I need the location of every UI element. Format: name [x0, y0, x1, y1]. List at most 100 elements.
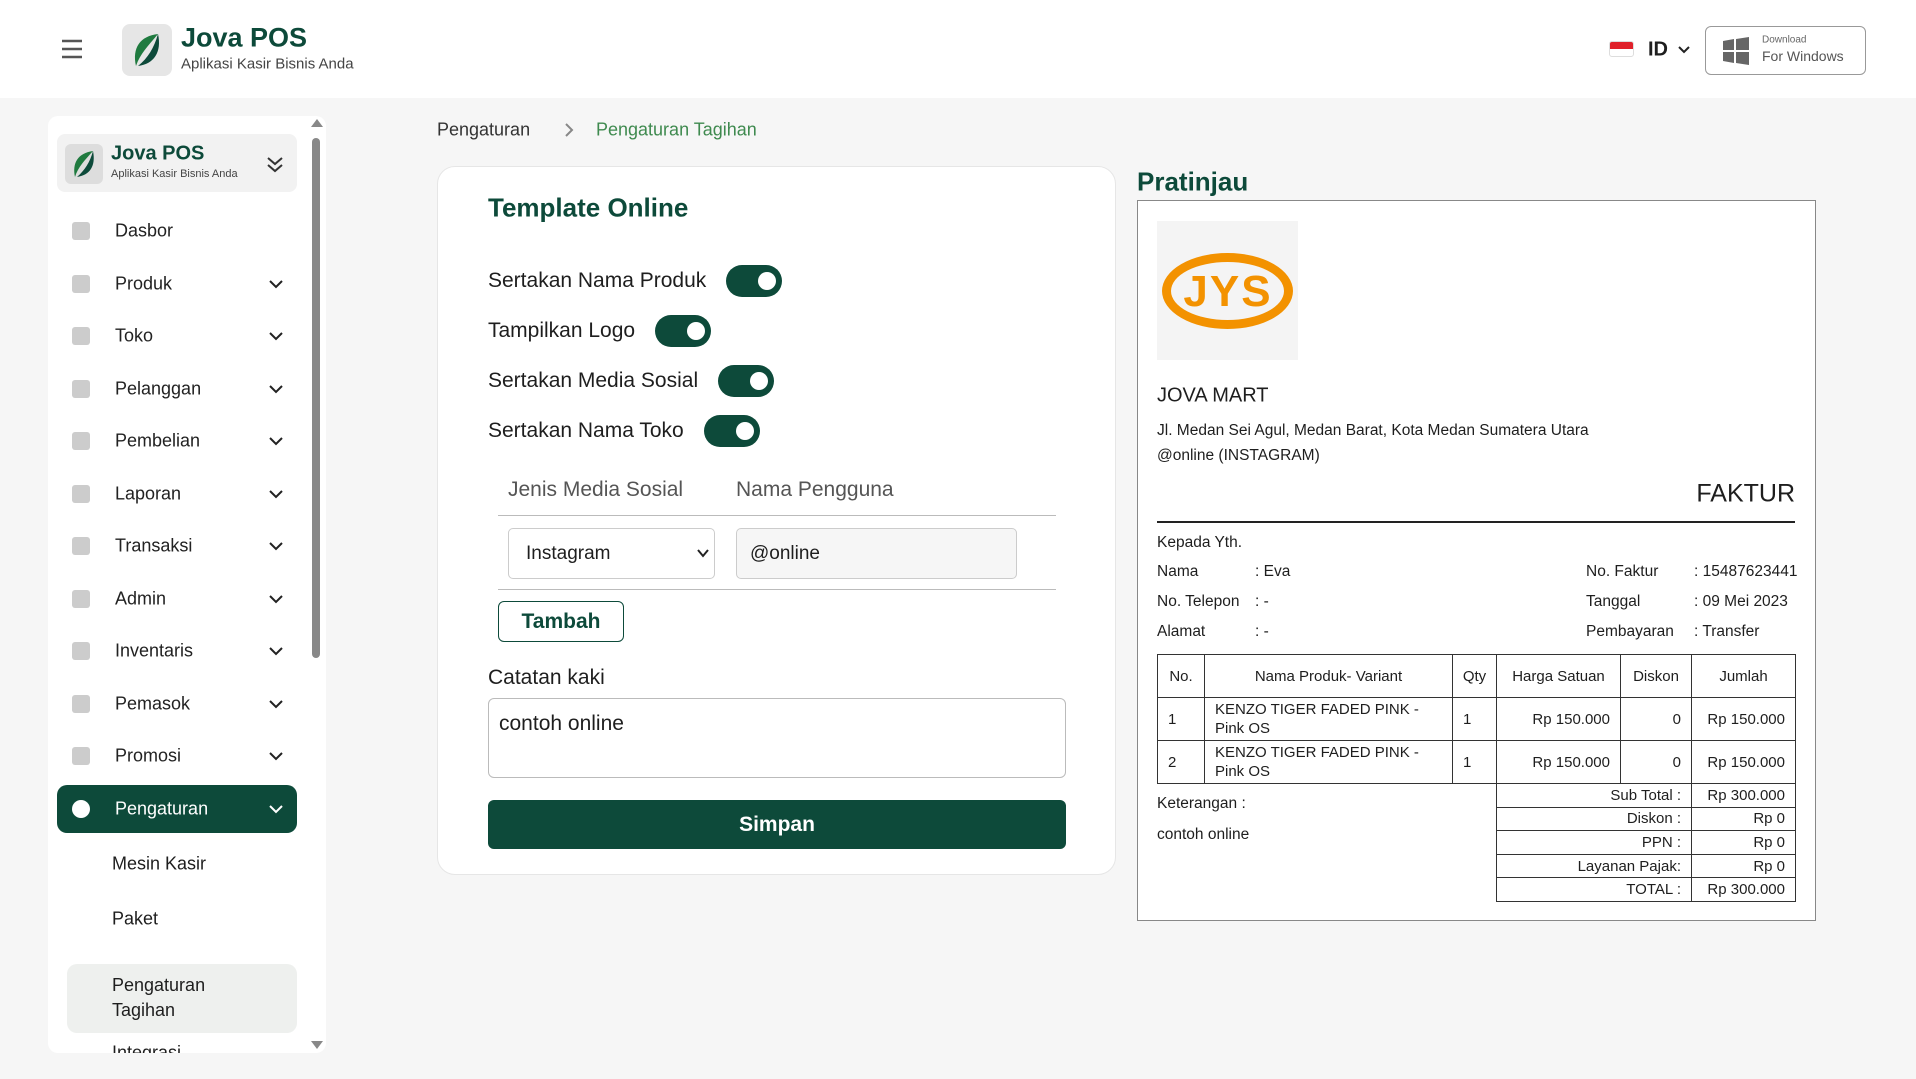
submenu-item[interactable]: Mesin Kasir — [112, 853, 207, 874]
menu-item[interactable]: Produk — [115, 273, 173, 293]
language[interactable]: ID — [1648, 38, 1668, 61]
menu-item[interactable]: Laporan — [115, 483, 182, 503]
table-header: Nama Produk- Variant — [1204, 654, 1453, 698]
sidebar-tagline: Aplikasi Kasir Bisnis Anda — [111, 168, 238, 180]
select[interactable] — [508, 528, 715, 579]
menu-item[interactable]: Pemasok — [115, 693, 191, 713]
textarea-label: Catatan kaki — [488, 666, 605, 689]
select-arrow — [697, 549, 709, 558]
menu-icon — [72, 432, 90, 450]
table-cell: KENZO TIGER FADED PINK - Pink OS — [1204, 697, 1453, 741]
menu-chevron — [269, 384, 283, 393]
textarea-value: contoh online — [499, 712, 624, 735]
menu-chevron — [269, 279, 283, 288]
menu-chevron — [269, 594, 283, 603]
table-cell: 1 — [1452, 740, 1497, 784]
menu-chevron — [269, 542, 283, 551]
logo-ring — [1162, 253, 1293, 329]
menu-icon — [72, 589, 90, 608]
sidebar: Jova POS Aplikasi Kasir Bisnis Anda Dasbor… — [48, 116, 326, 1053]
menu-item[interactable]: Promosi — [115, 745, 182, 766]
sidebar-logo — [65, 144, 103, 184]
menu-chevron — [269, 489, 283, 498]
table-cell: KENZO TIGER FADED PINK - Pink OS — [1204, 740, 1453, 784]
menu-icon — [72, 747, 90, 765]
field-label: No. Faktur — [1586, 563, 1659, 580]
field-value: : 09 Mei 2023 — [1694, 593, 1788, 610]
total-label: Diskon : — [1496, 806, 1692, 832]
menu-active — [57, 784, 297, 833]
input-value: @online — [750, 543, 820, 564]
table-cell: Rp 150.000 — [1496, 697, 1621, 741]
add-button-label: Tambah — [521, 610, 601, 633]
download-button[interactable] — [1705, 26, 1866, 75]
submenu-active — [67, 964, 297, 1033]
menu-item[interactable]: Inventaris — [115, 640, 194, 661]
table-header: Harga Satuan — [1496, 654, 1621, 698]
table-cell: Rp 150.000 — [1691, 697, 1796, 741]
download-small: Download — [1762, 34, 1807, 46]
table-header: No. — [1157, 654, 1205, 698]
logo-text: JYS — [1183, 267, 1273, 316]
total-value: Rp 0 — [1691, 830, 1796, 855]
table-cell: Rp 150.000 — [1691, 740, 1796, 784]
rule — [1157, 521, 1795, 523]
toggle-label: Sertakan Nama Toko — [488, 419, 684, 442]
divider — [498, 515, 1056, 516]
table-header: Jumlah — [1691, 654, 1796, 698]
field-label: Nama — [1157, 563, 1199, 580]
menu-item[interactable]: Pembelian — [115, 430, 201, 451]
textarea[interactable] — [488, 698, 1066, 778]
submenu-item[interactable]: Integrasi — [112, 1042, 182, 1054]
menu-item[interactable]: Pengaturan — [115, 798, 209, 818]
input[interactable] — [736, 528, 1017, 579]
divider — [498, 589, 1056, 590]
menu-icon — [72, 222, 90, 240]
toggle-knob — [750, 372, 769, 390]
menu-icon — [72, 274, 90, 293]
store-name: JOVA MART — [1157, 384, 1269, 407]
table-cell: 1 — [1157, 697, 1205, 741]
table-cell: 0 — [1620, 697, 1692, 741]
field-label: Tanggal — [1586, 593, 1641, 610]
menu-chevron — [269, 699, 283, 708]
menu-item[interactable]: Pelanggan — [115, 378, 202, 398]
save-button[interactable] — [488, 800, 1066, 849]
table-cell: 2 — [1157, 740, 1205, 784]
toggle-label: Sertakan Nama Produk — [488, 269, 707, 292]
scrollbar — [312, 138, 320, 658]
field-value: : Eva — [1255, 563, 1291, 580]
add-button[interactable] — [498, 601, 624, 642]
save-button-label: Simpan — [739, 813, 815, 836]
breadcrumb[interactable]: Pengaturan — [437, 119, 531, 140]
field-label: Pembayaran — [1586, 623, 1674, 640]
brand-name: Jova POS — [181, 22, 308, 53]
note: contoh online — [1157, 826, 1250, 843]
menu-icon — [72, 642, 90, 660]
menu-item[interactable]: Admin — [115, 588, 167, 608]
total-label: Sub Total : — [1496, 783, 1692, 808]
toggle-knob — [758, 272, 777, 290]
sidebar-brand-name: Jova POS — [111, 142, 205, 165]
field-label: No. Telepon — [1157, 593, 1240, 610]
total-value: Rp 0 — [1691, 806, 1796, 832]
menu-button[interactable] — [60, 38, 84, 60]
submenu-item[interactable]: Pengaturan Tagihan — [112, 975, 206, 1020]
submenu-item[interactable]: Paket — [112, 908, 159, 929]
recipient-label: Kepada Yth. — [1157, 534, 1243, 551]
total-label: PPN : — [1496, 830, 1692, 855]
menu-chevron — [269, 752, 283, 761]
menu-item[interactable]: Toko — [115, 325, 154, 346]
field-label: Alamat — [1157, 623, 1206, 640]
table-cell: Rp 150.000 — [1496, 740, 1621, 784]
table-header: Diskon — [1620, 654, 1692, 698]
collapse — [267, 157, 283, 173]
menu-chevron — [269, 804, 283, 813]
menu-item[interactable]: Transaksi — [115, 535, 193, 556]
menu-item[interactable]: Dasbor — [115, 220, 174, 241]
brand-tagline: Aplikasi Kasir Bisnis Anda — [181, 55, 354, 73]
table-header: Qty — [1452, 654, 1497, 698]
toggle-label: Sertakan Media Sosial — [488, 369, 699, 392]
logo — [122, 24, 172, 76]
